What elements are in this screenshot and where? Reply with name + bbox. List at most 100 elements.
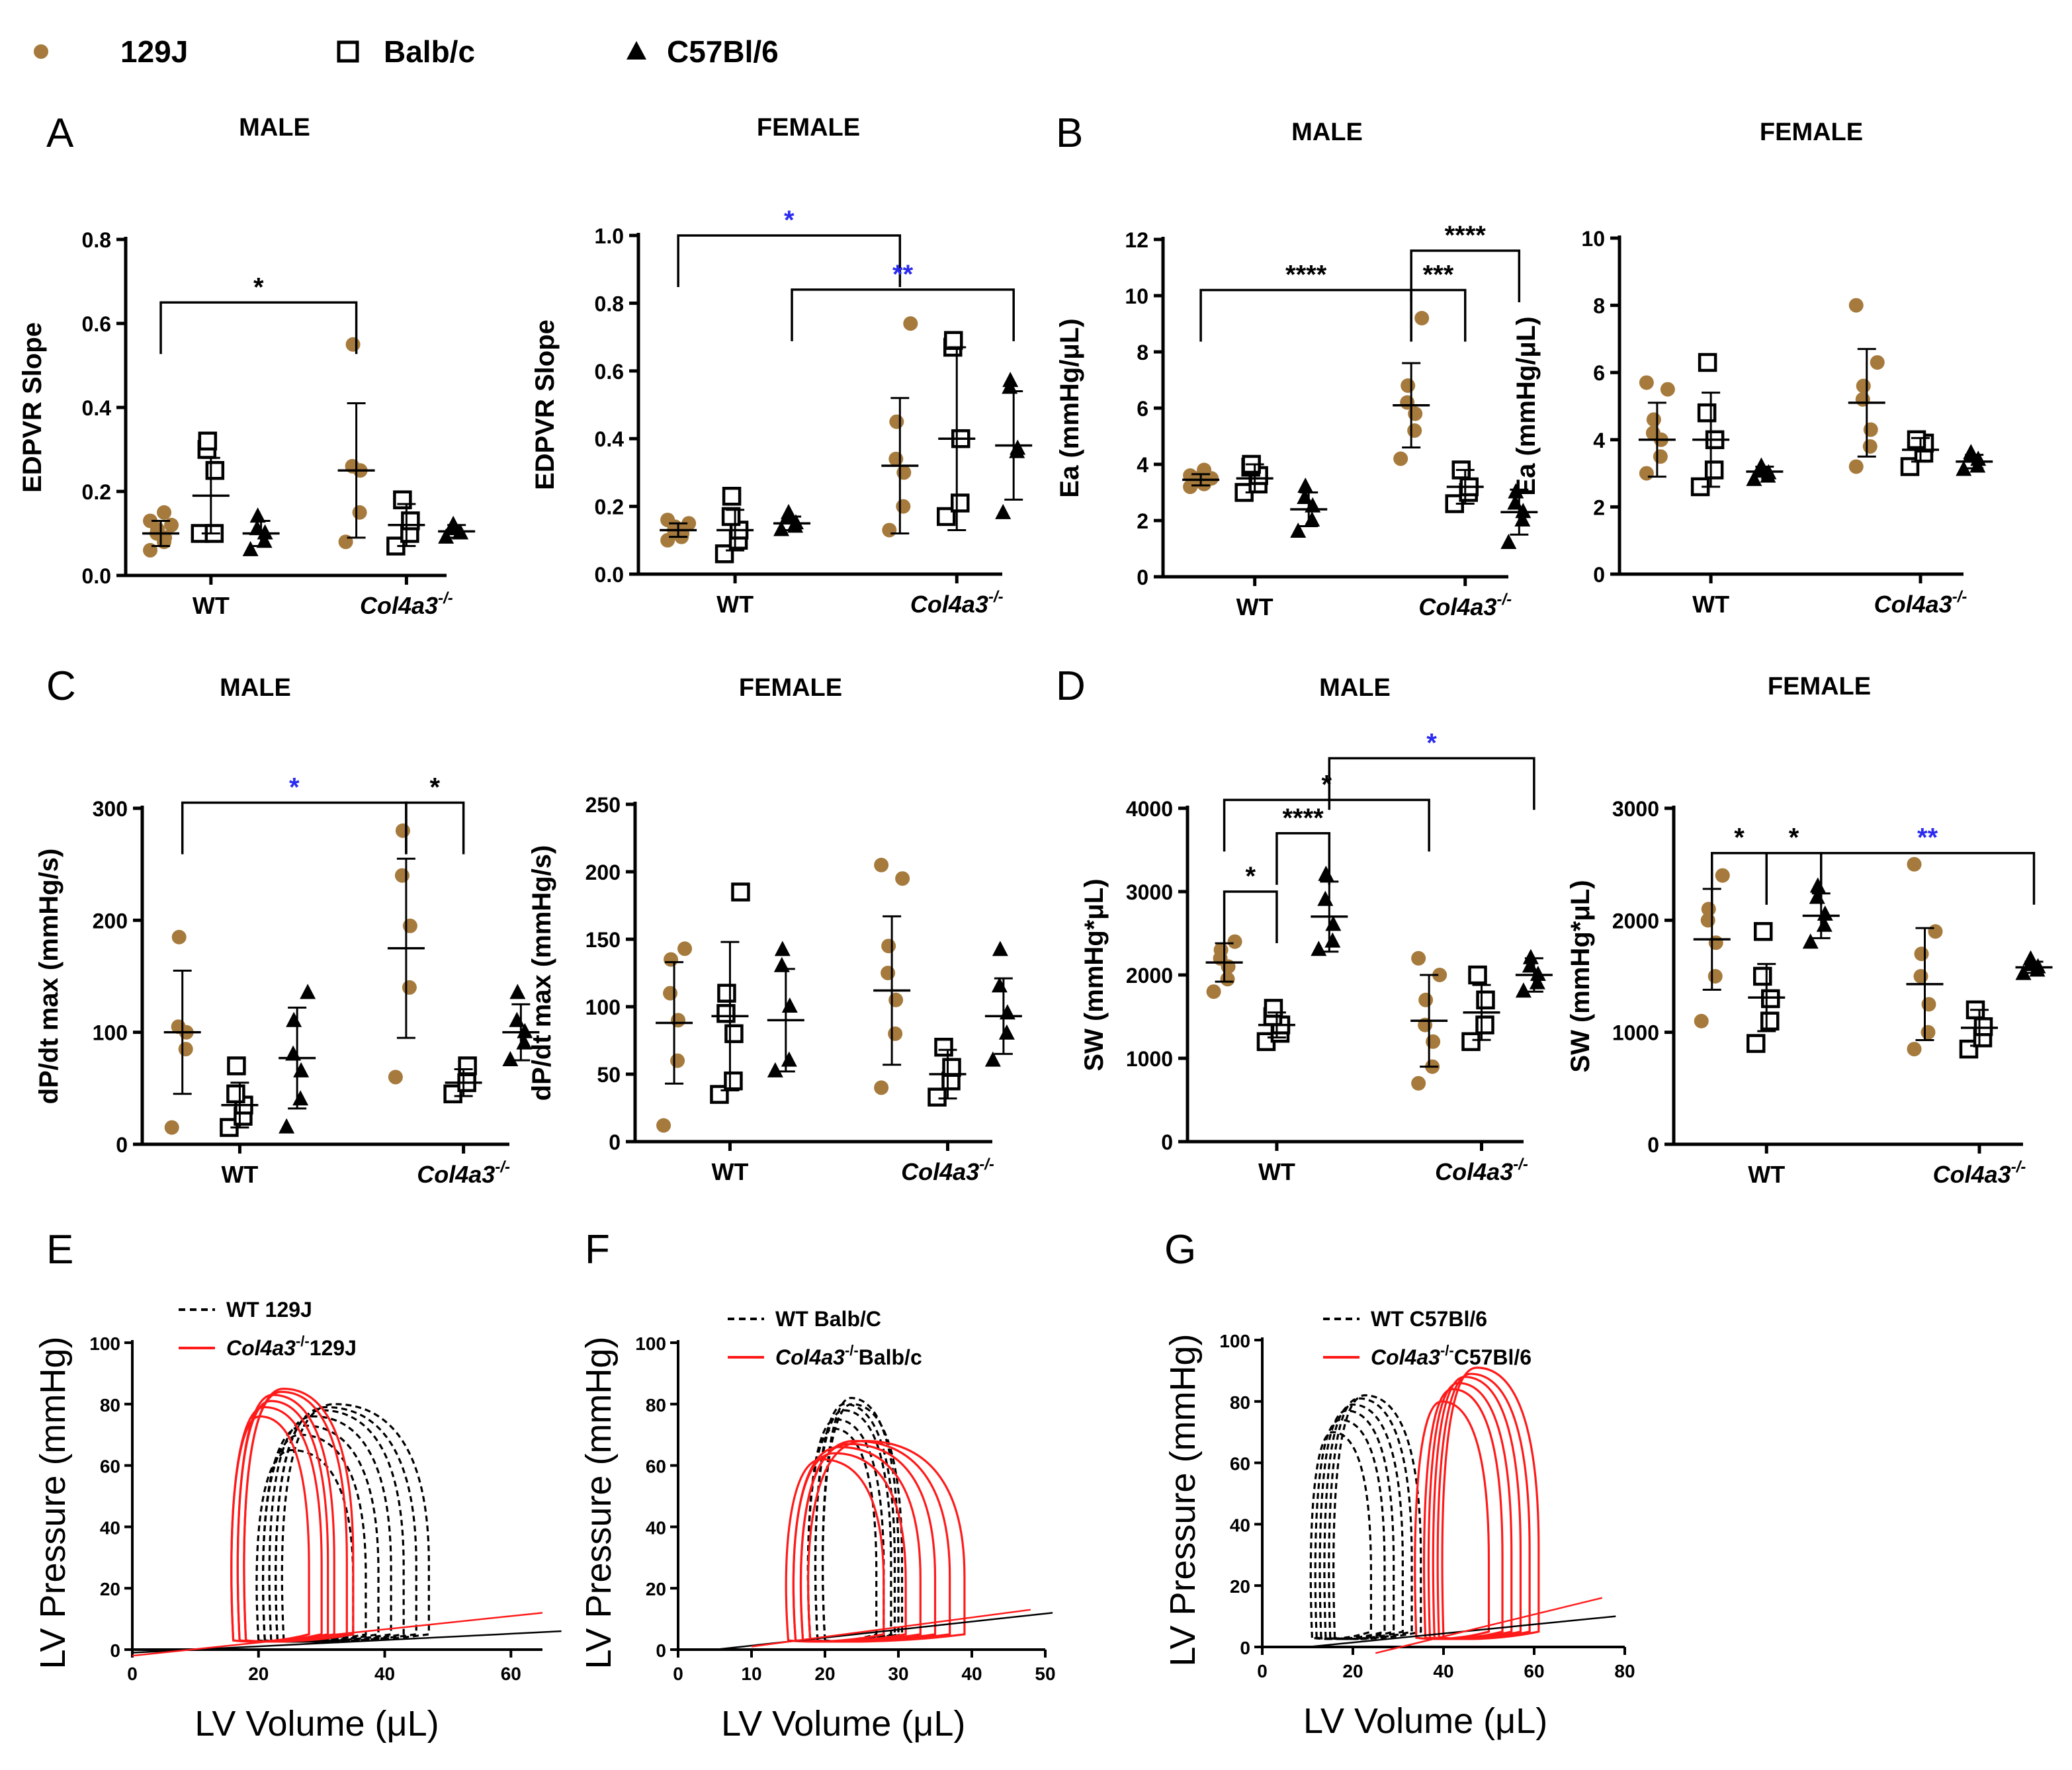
- significance-bracket: [1275, 832, 1331, 885]
- data-point-balbc: [1907, 430, 1926, 450]
- pv-loop-wt: [821, 1403, 904, 1643]
- data-point-129j: [157, 505, 172, 520]
- data-point-129j: [1227, 934, 1242, 949]
- data-point-129j: [1701, 902, 1716, 917]
- data-point-129j: [1863, 422, 1878, 437]
- y-tick-label: 20: [100, 1579, 120, 1599]
- data-point-129j: [681, 516, 697, 531]
- y-tick-label: 150: [585, 928, 621, 952]
- data-point-129j: [881, 939, 896, 954]
- x-tick-label: 0: [1257, 1661, 1268, 1681]
- data-point-129j: [881, 966, 896, 980]
- data-point-c57bl6: [249, 507, 266, 523]
- y-tick-label: 2: [1593, 495, 1605, 519]
- y-tick-label: 40: [100, 1517, 120, 1538]
- data-point-129j: [402, 980, 417, 995]
- y-tick-label: 4: [1593, 429, 1605, 452]
- significance-label: ***: [1423, 261, 1454, 290]
- x-tick-label: 0: [127, 1664, 138, 1684]
- data-point-129j: [1646, 412, 1661, 427]
- data-point-balbc: [1475, 1015, 1494, 1034]
- data-point-129j: [394, 868, 410, 883]
- panel-letter-b: B: [1056, 110, 1083, 156]
- data-point-129j: [888, 451, 904, 466]
- data-point-c57bl6: [1297, 478, 1314, 493]
- significance-label: **: [892, 260, 914, 289]
- data-point-balbc: [1704, 460, 1724, 480]
- y-axis-label: dP/dt max (mmHg/s): [34, 849, 64, 1105]
- data-point-balbc: [724, 1024, 744, 1044]
- y-tick-label: 100: [585, 995, 621, 1019]
- y-tick-label: 2000: [1126, 964, 1173, 988]
- y-tick-label: 4000: [1126, 797, 1173, 821]
- y-tick-label: 0: [1647, 1133, 1659, 1157]
- significance-bracket: [1410, 288, 1467, 342]
- y-tick-label: 100: [89, 1333, 120, 1354]
- data-point-c57bl6: [781, 503, 797, 519]
- legend-entry-label: Col4a3-/-Balb/c: [775, 1342, 922, 1369]
- data-point-c57bl6: [300, 984, 316, 999]
- data-point-balbc: [443, 1084, 462, 1104]
- data-point-balbc: [724, 1071, 743, 1091]
- data-point-129j: [1694, 1013, 1709, 1029]
- data-point-129j: [896, 465, 912, 480]
- y-tick-label: 0.4: [595, 427, 625, 451]
- significance-label: *: [1245, 862, 1256, 891]
- significance-bracket: [791, 288, 1015, 341]
- y-tick-label: 12: [1125, 228, 1148, 252]
- x-tick-label: 60: [501, 1664, 521, 1684]
- legend-label-c57bl6: C57Bl/6: [667, 34, 779, 69]
- panel-letter-c: C: [46, 663, 76, 709]
- x-tick-label-col4a3: Col4a3-/-: [901, 1156, 994, 1185]
- y-tick-label: 80: [646, 1395, 666, 1415]
- panel-letter-f: F: [585, 1227, 610, 1273]
- y-tick-label: 200: [93, 909, 128, 933]
- edpvr-line-ko: [1375, 1597, 1603, 1654]
- data-point-129j: [1855, 392, 1870, 407]
- scatter-chart-B_female: FEMALE 0 2 4 6 8 10 Ea (mmHg/μL) WT Col4a3-/-: [1512, 118, 1993, 618]
- data-point-129j: [178, 1042, 193, 1057]
- x-tick-label-wt: WT: [1748, 1161, 1785, 1188]
- x-tick-label: 30: [888, 1664, 908, 1684]
- y-tick-label: 2000: [1612, 909, 1659, 933]
- data-point-129j: [1639, 375, 1654, 390]
- y-axis-label: SW (mmHg*μL): [1080, 878, 1109, 1071]
- data-point-balbc: [731, 882, 750, 902]
- significance-label: *: [1426, 728, 1437, 757]
- data-point-balbc: [928, 1087, 947, 1107]
- y-tick-label: 1000: [1126, 1047, 1173, 1071]
- x-tick-label-wt: WT: [1692, 591, 1729, 618]
- data-point-129j: [395, 823, 410, 838]
- data-point-129j: [1921, 997, 1936, 1012]
- y-tick-label: 50: [597, 1063, 621, 1087]
- y-tick-label: 0.0: [595, 563, 624, 587]
- pv-loop-wt: [1318, 1410, 1395, 1640]
- chart-title: FEMALE: [1768, 673, 1871, 700]
- pv-loop-wt: [1309, 1431, 1372, 1640]
- significance-label: *: [1789, 823, 1799, 853]
- significance-label: *: [1734, 823, 1745, 853]
- significance-label: *: [429, 773, 440, 802]
- scatter-chart-D_female: FEMALE 0 1000 2000 3000 SW (mmHg*μL) WT Col4a3-…: [1566, 673, 2053, 1188]
- y-tick-label: 0: [609, 1130, 621, 1154]
- data-point-c57bl6: [1002, 372, 1019, 388]
- y-tick-label: 0.4: [82, 396, 112, 420]
- y-tick-label: 0.0: [82, 564, 111, 588]
- x-tick-label: 40: [1433, 1661, 1453, 1681]
- plots-layer: MALE 0.0 0.2 0.4 0.6 0.8 EDPVR Slope WT Col4a3-/…: [18, 114, 2053, 1744]
- data-point-129j: [1418, 992, 1434, 1007]
- data-point-129j: [1913, 969, 1928, 984]
- data-point-129j: [1213, 943, 1229, 958]
- y-axis-label: LV Pressure (mmHg): [33, 1336, 73, 1669]
- y-tick-label: 6: [1137, 397, 1148, 421]
- data-point-balbc: [1476, 990, 1495, 1010]
- significance-bracket: [1410, 249, 1521, 302]
- y-tick-label: 0: [1161, 1130, 1173, 1154]
- significance-label: ****: [1445, 221, 1487, 250]
- y-tick-label: 1000: [1612, 1021, 1659, 1045]
- data-point-129j: [1848, 298, 1864, 313]
- data-point-balbc: [1264, 999, 1283, 1018]
- y-axis-label: Ea (mmHg/μL): [1512, 316, 1541, 495]
